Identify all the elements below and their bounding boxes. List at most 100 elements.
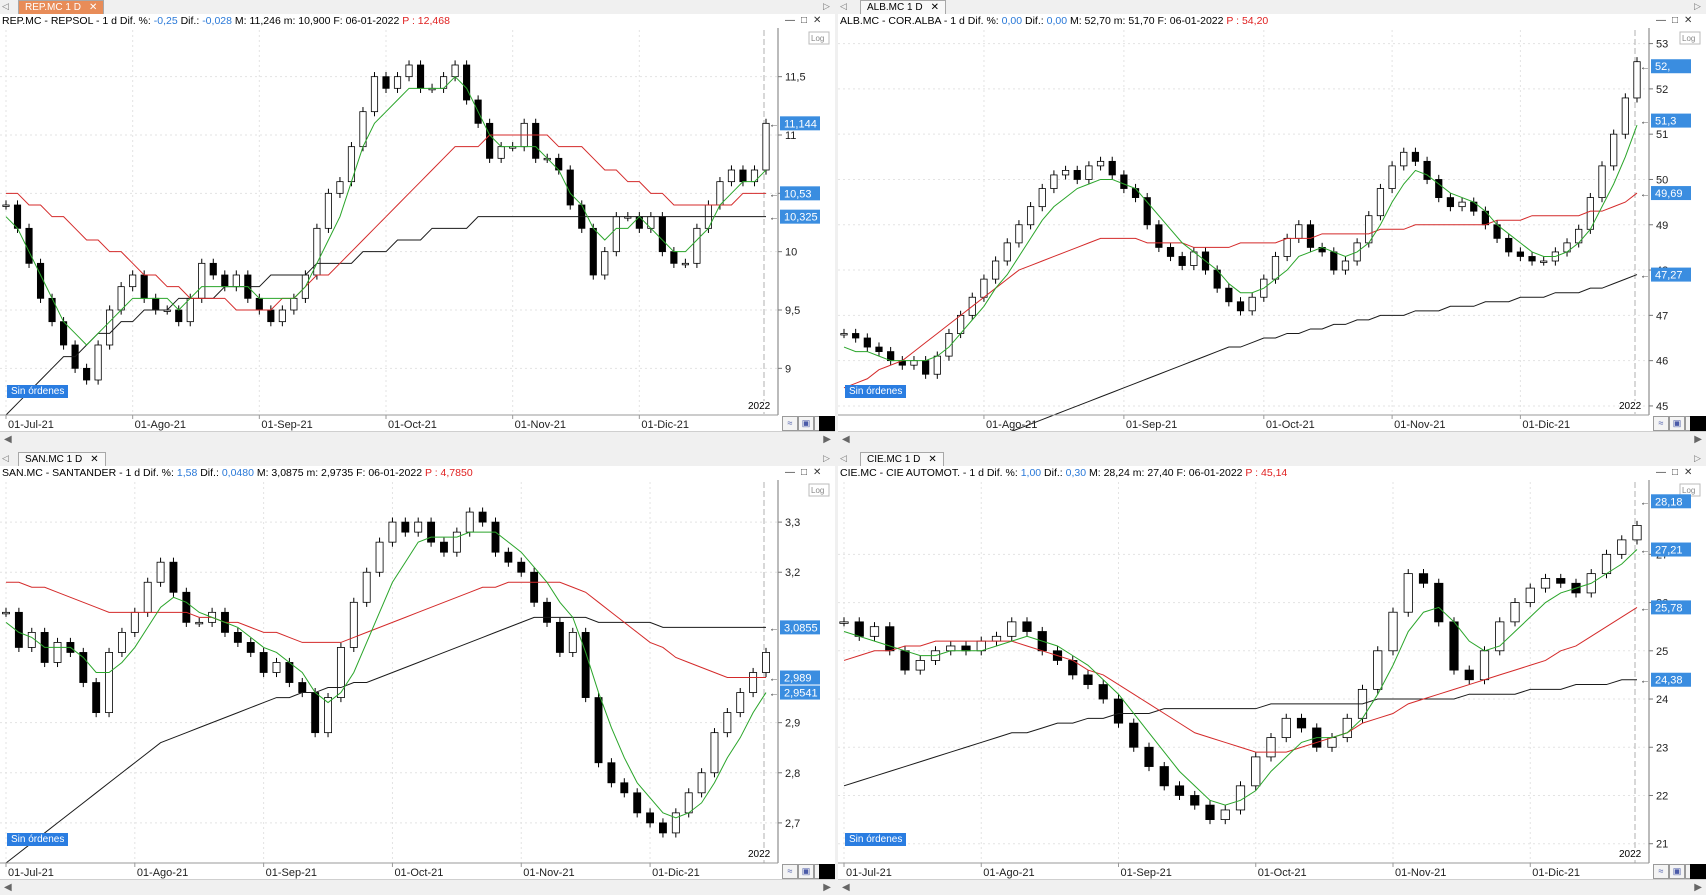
orders-badge[interactable]: Sin órdenes	[7, 833, 69, 846]
restore-icon[interactable]: □	[1672, 15, 1679, 26]
log-scale-toggle[interactable]	[808, 483, 830, 497]
candle	[1411, 147, 1420, 166]
restore-icon[interactable]: □	[801, 15, 808, 26]
tab-scroll-right-icon[interactable]: ▷	[1694, 1, 1701, 11]
horizontal-scrollbar[interactable]: ◀ ▶	[0, 879, 835, 895]
price-chart-svg[interactable]: 3,3 3,2 2,9 2,8 2,7 Log 3,0855 ← 2,989 ← 2,9541 ← 01…	[0, 480, 835, 879]
scroll-right-icon[interactable]: ▶	[1694, 434, 1702, 445]
year-label: 2022	[1619, 401, 1642, 412]
close-window-icon[interactable]: ✕	[813, 467, 822, 478]
close-tab-icon[interactable]: ✕	[930, 2, 939, 13]
y-tick-label: 2,7	[785, 818, 800, 830]
chart-panel-cie: ◁ CIE.MC 1 D ✕ ▷ CIE.MC - CIE AUTOMOT. - 1 d…	[838, 452, 1706, 895]
log-scale-toggle[interactable]	[1679, 31, 1701, 45]
candle	[1225, 283, 1233, 307]
chart-tab[interactable]: REP.MC 1 D ✕	[18, 0, 105, 14]
candle	[601, 247, 609, 280]
candle	[659, 818, 667, 838]
candle	[1318, 242, 1326, 257]
scroll-left-icon[interactable]: ◀	[842, 882, 850, 893]
year-label-text: 2022	[748, 401, 771, 412]
year-label: 2022	[1619, 849, 1642, 860]
close-tab-icon[interactable]: ✕	[90, 454, 99, 465]
x-tick-label: 01-Oct-21	[1258, 867, 1307, 879]
close-tab-icon[interactable]: ✕	[88, 2, 98, 13]
indicator-button[interactable]: ≈	[1653, 864, 1669, 879]
x-tick-label: 01-Dic-21	[652, 867, 700, 879]
background-color-button[interactable]	[1690, 416, 1706, 431]
close-window-icon[interactable]: ✕	[813, 15, 822, 26]
scroll-right-icon[interactable]: ▶	[823, 434, 831, 445]
orders-badge[interactable]: Sin órdenes	[845, 385, 907, 398]
background-color-button[interactable]	[1690, 864, 1706, 879]
candle	[1632, 520, 1642, 545]
scroll-right-icon[interactable]: ▶	[823, 882, 831, 893]
candle	[898, 356, 906, 370]
candle	[1388, 607, 1398, 656]
tab-scroll-right-icon[interactable]: ▷	[823, 453, 830, 463]
tab-scroll-left-icon[interactable]: ◁	[840, 1, 847, 11]
scroll-left-icon[interactable]: ◀	[4, 434, 12, 445]
minimize-icon[interactable]: —	[785, 15, 795, 26]
restore-icon[interactable]: □	[801, 467, 808, 478]
orders-badge[interactable]: Sin órdenes	[7, 385, 69, 398]
tab-scroll-left-icon[interactable]: ◁	[2, 1, 9, 11]
tab-scroll-left-icon[interactable]: ◁	[2, 453, 9, 463]
y-tick-label: 11,5	[785, 72, 806, 84]
indicator-button[interactable]: ≈	[782, 864, 798, 879]
background-color-button[interactable]	[819, 416, 835, 431]
chart-tab[interactable]: SAN.MC 1 D ✕	[18, 452, 106, 466]
save-icon[interactable]: ▣	[1669, 416, 1685, 431]
background-color-button[interactable]	[819, 864, 835, 879]
max-min-date: M: 3,0875 m: 2,9735 F: 06-01-2022	[253, 467, 425, 479]
save-icon[interactable]: ▣	[798, 864, 814, 879]
scroll-left-icon[interactable]: ◀	[4, 882, 12, 893]
candle	[25, 223, 33, 268]
horizontal-scrollbar[interactable]: ◀ ▶	[838, 879, 1706, 895]
orders-badge[interactable]: Sin órdenes	[845, 833, 907, 846]
candle	[1510, 597, 1520, 627]
indicator-button[interactable]: ≈	[1653, 416, 1669, 431]
moving-average-line	[5, 616, 766, 864]
save-icon[interactable]: ▣	[798, 416, 814, 431]
svg-text:←: ←	[1640, 546, 1650, 557]
close-window-icon[interactable]: ✕	[1684, 467, 1693, 478]
candle	[1341, 256, 1350, 275]
window-controls: — □ ✕	[1656, 15, 1698, 27]
candle	[1400, 147, 1408, 171]
candle	[1505, 233, 1513, 257]
x-tick-label: 01-Ago-21	[137, 867, 188, 879]
close-tab-icon[interactable]: ✕	[928, 454, 937, 465]
chart-tab[interactable]: ALB.MC 1 D ✕	[860, 0, 946, 14]
scroll-right-icon[interactable]: ▶	[1694, 882, 1702, 893]
tab-scroll-right-icon[interactable]: ▷	[823, 1, 830, 11]
chart-tab[interactable]: CIE.MC 1 D ✕	[860, 452, 944, 466]
candle	[382, 72, 390, 93]
restore-icon[interactable]: □	[1672, 467, 1679, 478]
max-min-date: M: 28,24 m: 27,40 F: 06-01-2022	[1086, 467, 1246, 479]
log-scale-toggle[interactable]	[808, 31, 830, 45]
save-icon[interactable]: ▣	[1669, 864, 1685, 879]
minimize-icon[interactable]: —	[1656, 467, 1666, 478]
horizontal-scrollbar[interactable]: ◀ ▶	[0, 431, 835, 447]
minimize-icon[interactable]: —	[785, 467, 795, 478]
indicator-button[interactable]: ≈	[782, 416, 798, 431]
price-chart-svg[interactable]: 535251504948474645Log52,←51,3←49,69←47,2…	[838, 28, 1706, 431]
tab-scroll-left-icon[interactable]: ◁	[840, 453, 847, 463]
scroll-left-icon[interactable]: ◀	[842, 434, 850, 445]
candle	[1022, 617, 1032, 637]
price-chart-svg[interactable]: 11,51110,5109,59Log11,144←10,53←10,325←0…	[0, 28, 835, 431]
dif-pct-label: Dif. %:	[140, 467, 177, 479]
candle	[1464, 665, 1474, 685]
tab-scroll-right-icon[interactable]: ▷	[1694, 453, 1701, 463]
candle	[1306, 220, 1315, 253]
price-chart-svg[interactable]: 27262524232221Log28,18←27,21←25,78←24,38…	[838, 480, 1706, 879]
candle	[375, 537, 384, 577]
candle	[566, 165, 574, 210]
minimize-icon[interactable]: —	[1656, 15, 1666, 26]
close-window-icon[interactable]: ✕	[1684, 15, 1693, 26]
horizontal-scrollbar[interactable]: ◀ ▶	[838, 431, 1706, 447]
candle	[349, 597, 358, 653]
y-tick-label: 50	[1656, 174, 1668, 186]
candle	[393, 72, 402, 93]
